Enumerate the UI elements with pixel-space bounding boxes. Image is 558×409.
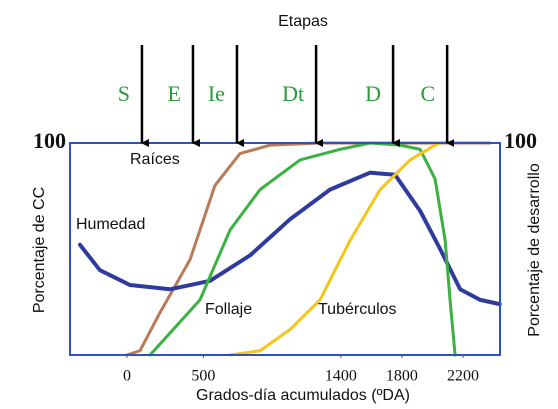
- series-label: Follaje: [205, 301, 252, 318]
- x-axis-label: Grados-día acumulados (ºDA): [196, 387, 410, 404]
- series-line: [228, 141, 442, 357]
- plot-frame: [69, 142, 501, 356]
- series-line: [148, 141, 457, 357]
- series-label: Humedad: [76, 216, 145, 233]
- x-tick-label: 2200: [447, 368, 479, 385]
- y2-axis-label: Porcentaje de desarrollo: [526, 163, 543, 337]
- y2-tick-label: 100: [504, 128, 537, 153]
- stage-label: S: [118, 81, 130, 106]
- stage-label: Ie: [208, 81, 225, 106]
- x-tick-label: 500: [191, 368, 215, 385]
- x-tick-label: 1800: [386, 368, 418, 385]
- stage-label: Dt: [282, 81, 304, 106]
- stage-label: C: [420, 81, 435, 106]
- chart-title: Etapas: [278, 13, 328, 30]
- stage-label: D: [365, 81, 381, 106]
- series-line: [77, 170, 502, 307]
- series-label: Tubérculos: [318, 301, 397, 318]
- stage-label: E: [168, 81, 181, 106]
- series-line: [125, 141, 492, 357]
- y-tick-label: 100: [33, 128, 66, 153]
- x-tick-label: 0: [123, 368, 131, 385]
- y-axis-label: Porcentaje de CC: [31, 187, 48, 313]
- series-label: Raíces: [130, 151, 180, 168]
- x-tick-label: 1400: [325, 368, 357, 385]
